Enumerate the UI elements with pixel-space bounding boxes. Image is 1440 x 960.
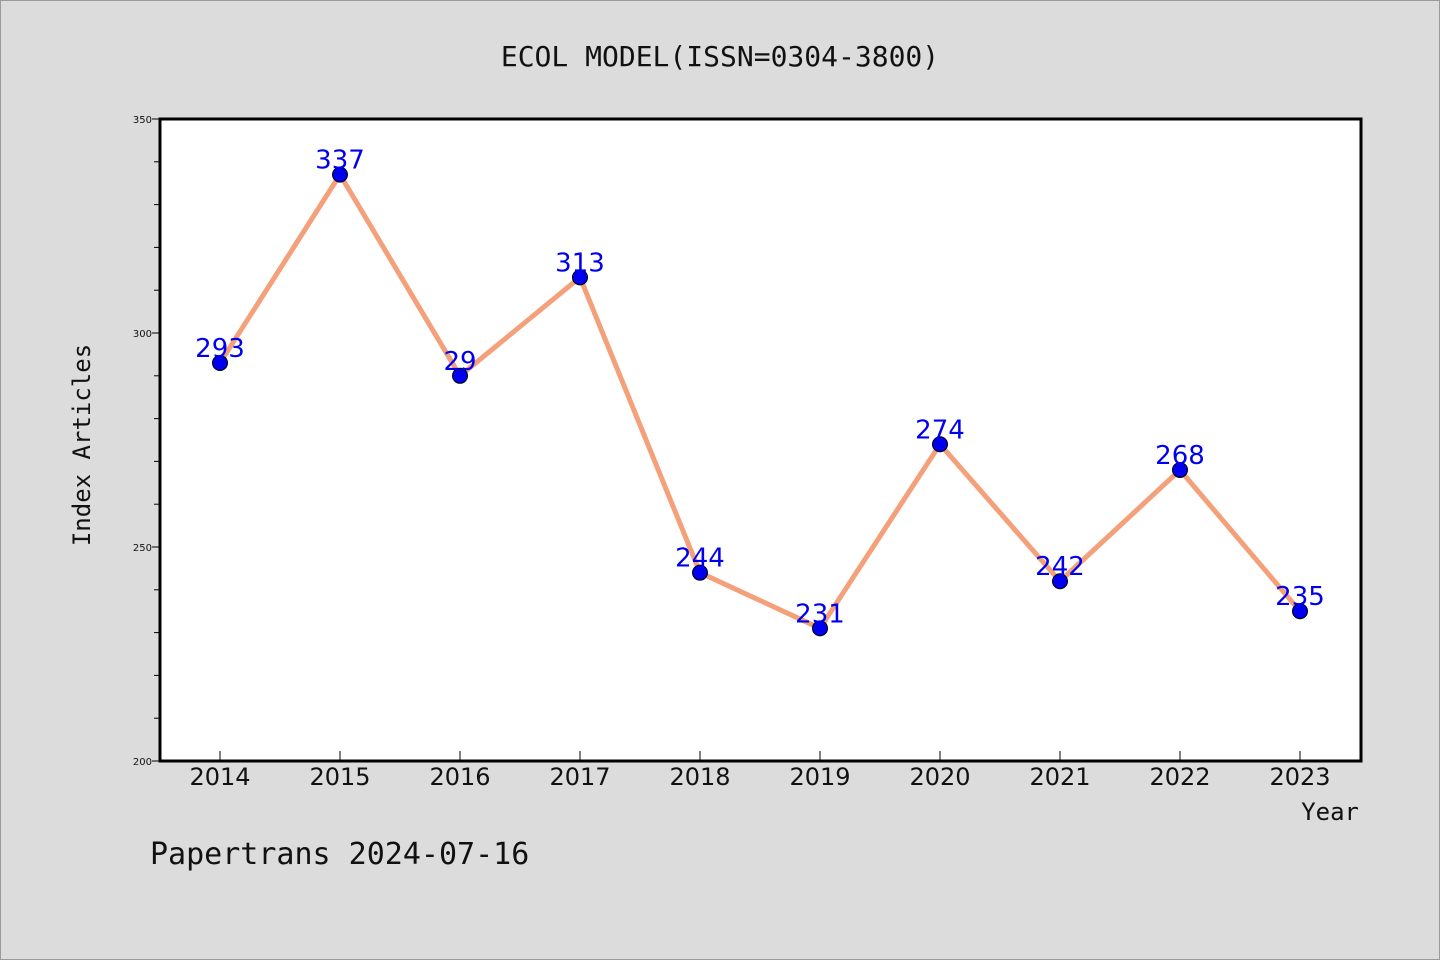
plot-area (158, 117, 1363, 763)
x-tick-label: 2022 (1149, 763, 1210, 791)
data-label: 29 (443, 347, 476, 377)
footer-text: Papertrans 2024-07-16 (150, 837, 529, 872)
data-point (1172, 461, 1188, 478)
x-tick-label: 2020 (909, 763, 970, 791)
x-tick-label: 2015 (309, 763, 370, 791)
y-tick-label: 250 (133, 543, 152, 554)
data-label: 242 (1035, 552, 1085, 582)
data-point (452, 367, 468, 384)
data-labels: 293 337 29 313 244 231 274 242 268 235 (195, 146, 1325, 630)
x-tick-label: 2016 (429, 763, 490, 791)
x-axis-label: Year (1301, 798, 1359, 826)
x-tick-label: 2017 (549, 763, 610, 791)
data-label: 313 (555, 248, 605, 278)
chart-title: ECOL MODEL(ISSN=0304-3800) (501, 40, 939, 73)
x-tick-label: 2023 (1269, 763, 1330, 791)
data-point (692, 564, 708, 581)
x-tick-label: 2019 (789, 763, 850, 791)
x-tick-label: 2014 (189, 763, 250, 791)
data-point (1292, 603, 1308, 620)
data-label: 244 (675, 544, 725, 574)
data-label: 337 (315, 146, 365, 176)
y-axis-label: Index Articles (68, 344, 96, 546)
data-point (812, 620, 828, 637)
data-point (572, 269, 588, 286)
y-tick-label: 300 (133, 329, 152, 340)
data-label: 293 (195, 334, 245, 364)
data-point (932, 436, 948, 453)
y-tick-label: 350 (133, 115, 152, 126)
data-label: 274 (915, 415, 965, 445)
x-tick-label: 2021 (1029, 763, 1090, 791)
data-point (212, 354, 228, 371)
data-label: 268 (1155, 441, 1205, 471)
data-point (1052, 573, 1068, 590)
data-label: 235 (1275, 582, 1325, 612)
y-tick-label: 200 (133, 757, 152, 768)
x-tick-label: 2018 (669, 763, 730, 791)
series-line (217, 172, 1303, 631)
data-point (332, 166, 348, 183)
data-label: 231 (795, 599, 845, 629)
series-markers (212, 166, 1308, 637)
x-axis: 2014 2015 2016 2017 2018 2019 2020 2021 2022 2023 (189, 751, 1331, 791)
y-axis: 200 250 300 350 (133, 115, 160, 768)
